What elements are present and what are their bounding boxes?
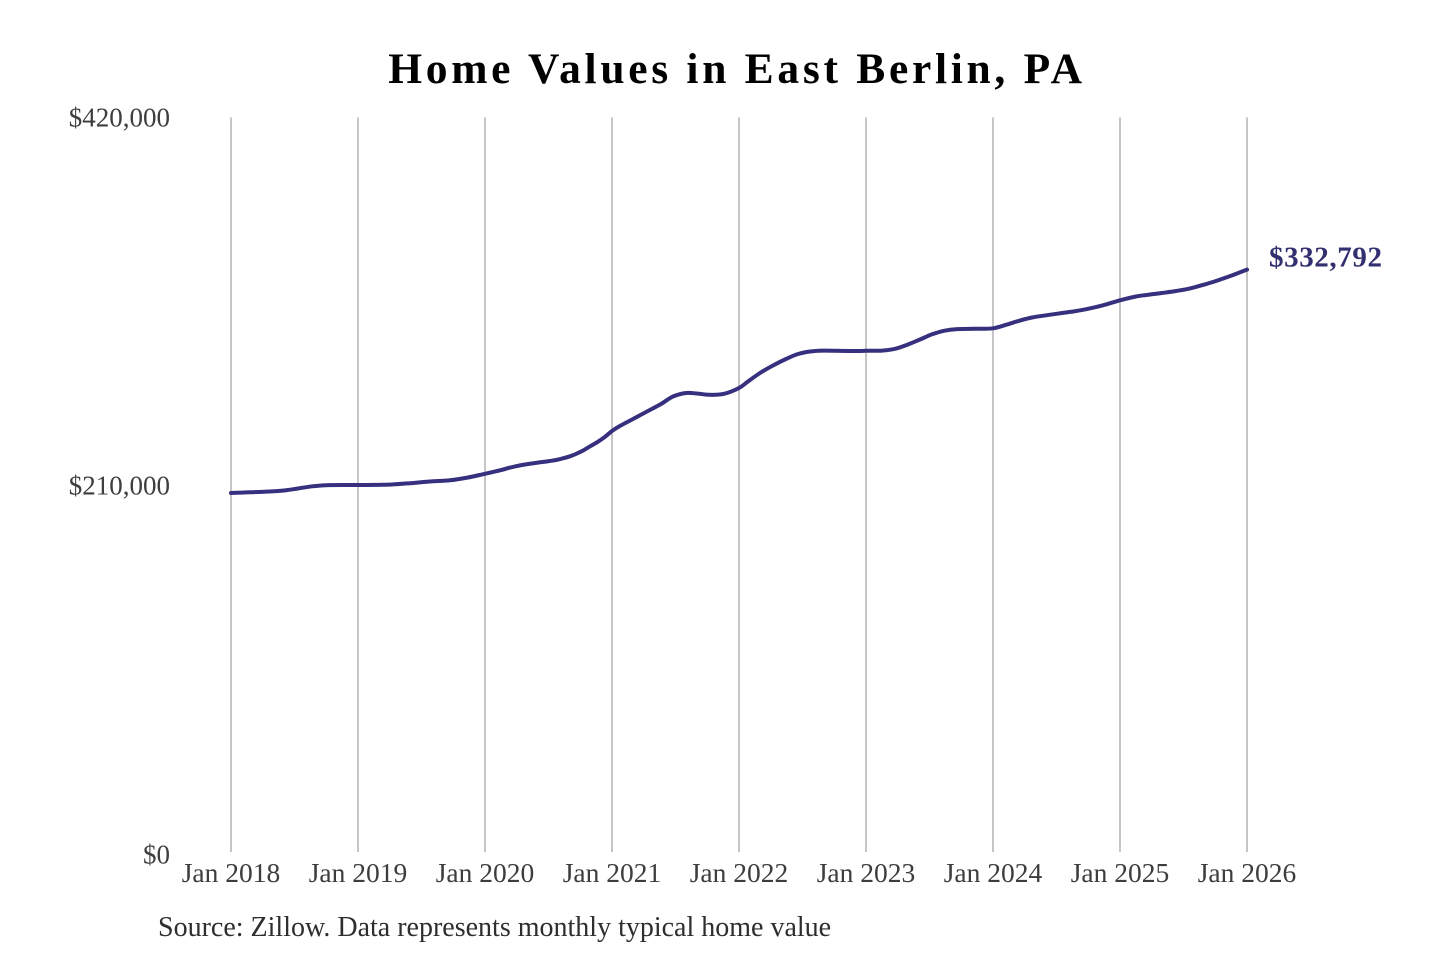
svg-text:Jan 2020: Jan 2020 [436,857,535,888]
svg-text:$420,000: $420,000 [69,103,170,133]
svg-text:Jan 2024: Jan 2024 [944,857,1043,888]
svg-text:Jan 2018: Jan 2018 [182,857,281,888]
svg-text:$332,792: $332,792 [1269,242,1383,274]
svg-text:Jan 2019: Jan 2019 [309,857,408,888]
svg-text:Jan 2021: Jan 2021 [563,857,662,888]
svg-text:Jan 2022: Jan 2022 [690,857,789,888]
svg-text:Source: Zillow. Data represent: Source: Zillow. Data represents monthly … [158,912,831,943]
svg-text:Jan 2023: Jan 2023 [817,857,916,888]
svg-text:$210,000: $210,000 [69,471,170,501]
svg-text:Jan 2025: Jan 2025 [1071,857,1170,888]
svg-text:$0: $0 [143,840,170,870]
svg-text:Jan 2026: Jan 2026 [1198,857,1297,888]
svg-text:Home Values in East Berlin, PA: Home Values in East Berlin, PA [388,45,1086,93]
